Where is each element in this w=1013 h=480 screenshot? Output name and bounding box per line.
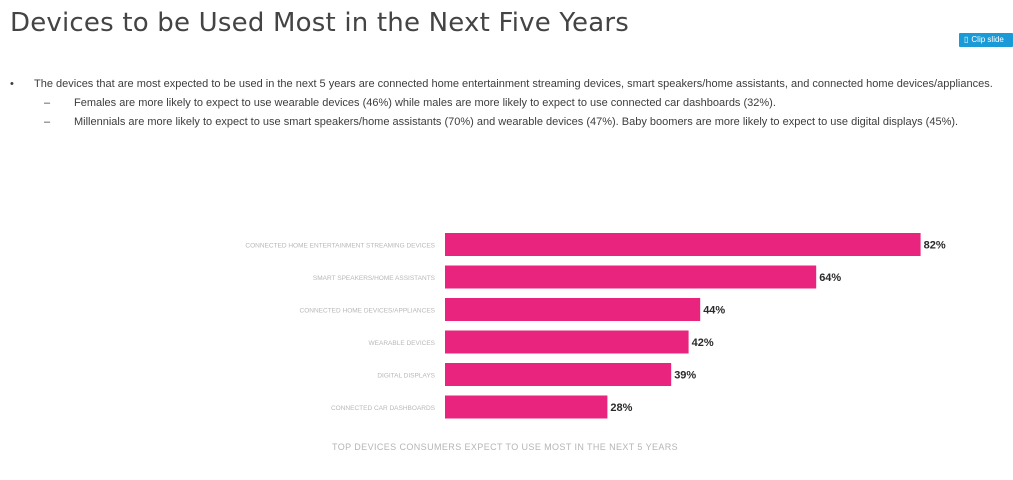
bar [445, 266, 816, 289]
chart-caption: TOP DEVICES CONSUMERS EXPECT TO USE MOST… [332, 441, 792, 453]
bar [445, 363, 671, 386]
data-label: 82% [924, 240, 946, 252]
category-label: WEARABLE DEVICES [369, 340, 436, 347]
bar [445, 298, 700, 321]
data-label: 39% [674, 370, 696, 382]
category-label: CONNECTED HOME DEVICES/APPLIANCES [300, 308, 436, 315]
data-label: 64% [819, 272, 841, 284]
bar-chart: CONNECTED HOME ENTERTAINMENT STREAMING D… [0, 0, 1013, 440]
bar [445, 233, 921, 256]
data-label: 28% [610, 402, 632, 414]
bar [445, 331, 689, 354]
category-label: CONNECTED HOME ENTERTAINMENT STREAMING D… [245, 243, 435, 250]
category-label: DIGITAL DISPLAYS [377, 373, 435, 380]
category-label: CONNECTED CAR DASHBOARDS [331, 405, 436, 412]
data-label: 42% [692, 337, 714, 349]
category-label: SMART SPEAKERS/HOME ASSISTANTS [313, 275, 436, 282]
data-label: 44% [703, 305, 725, 317]
bar [445, 396, 607, 419]
